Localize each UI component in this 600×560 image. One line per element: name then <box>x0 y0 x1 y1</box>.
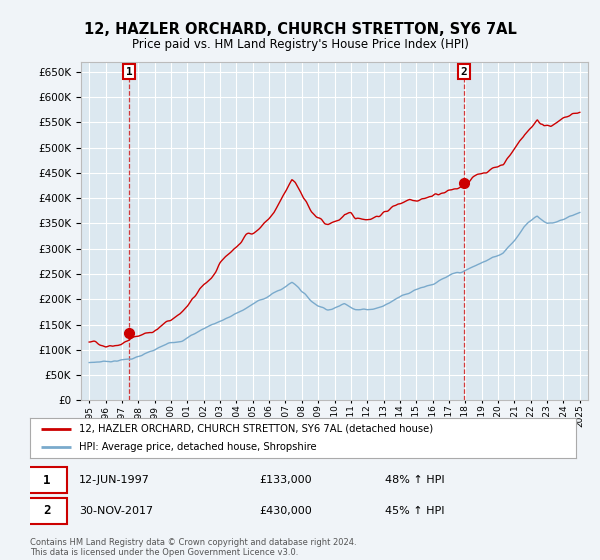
FancyBboxPatch shape <box>27 467 67 493</box>
Text: 48% ↑ HPI: 48% ↑ HPI <box>385 475 445 485</box>
Text: Price paid vs. HM Land Registry's House Price Index (HPI): Price paid vs. HM Land Registry's House … <box>131 38 469 51</box>
FancyBboxPatch shape <box>27 498 67 524</box>
Text: Contains HM Land Registry data © Crown copyright and database right 2024.
This d: Contains HM Land Registry data © Crown c… <box>30 538 356 557</box>
Text: HPI: Average price, detached house, Shropshire: HPI: Average price, detached house, Shro… <box>79 442 317 452</box>
Text: £430,000: £430,000 <box>259 506 312 516</box>
Text: 45% ↑ HPI: 45% ↑ HPI <box>385 506 445 516</box>
Text: 2: 2 <box>461 67 467 77</box>
Text: 2: 2 <box>43 505 50 517</box>
Text: 1: 1 <box>43 474 50 487</box>
Text: 1: 1 <box>126 67 133 77</box>
Text: 12, HAZLER ORCHARD, CHURCH STRETTON, SY6 7AL (detached house): 12, HAZLER ORCHARD, CHURCH STRETTON, SY6… <box>79 424 433 433</box>
Text: 12-JUN-1997: 12-JUN-1997 <box>79 475 150 485</box>
Text: £133,000: £133,000 <box>259 475 312 485</box>
Text: 30-NOV-2017: 30-NOV-2017 <box>79 506 153 516</box>
Text: 12, HAZLER ORCHARD, CHURCH STRETTON, SY6 7AL: 12, HAZLER ORCHARD, CHURCH STRETTON, SY6… <box>83 22 517 38</box>
